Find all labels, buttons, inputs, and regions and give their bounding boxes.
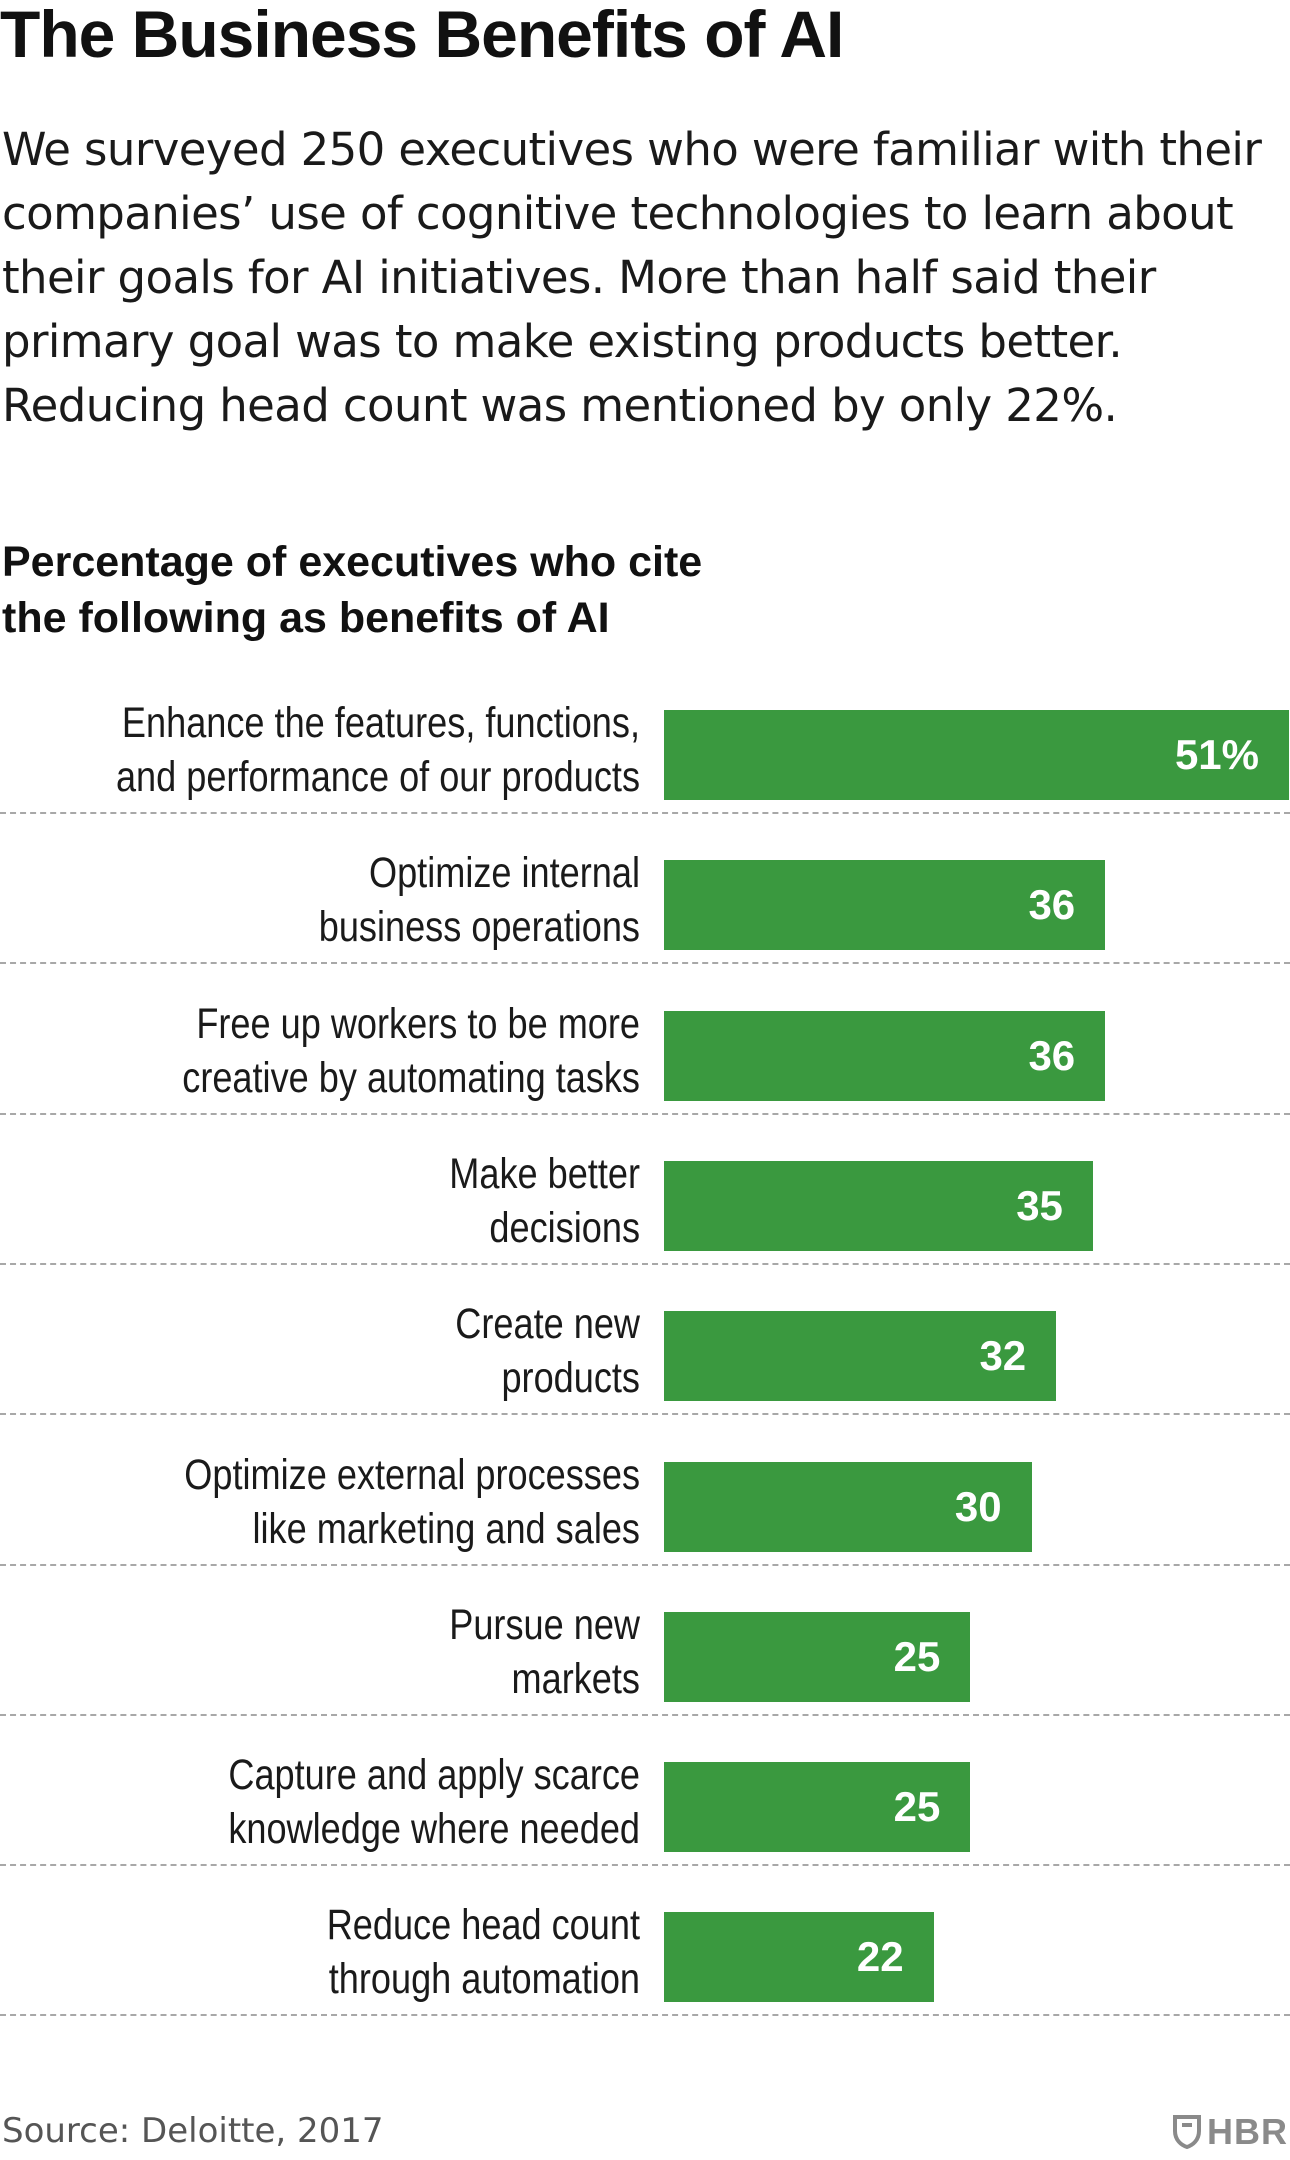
row-divider xyxy=(0,2014,1290,2017)
bar-row: Reduce head count through automation 22 xyxy=(0,1892,1290,2042)
bar-value-label: 36 xyxy=(1028,881,1076,929)
bar xyxy=(664,1762,971,1853)
bar-row: Free up workers to be more creative by a… xyxy=(0,991,1290,1141)
row-divider xyxy=(0,1112,1290,1115)
bar-row: Optimize external processes like marketi… xyxy=(0,1442,1290,1592)
bar-value-label: 30 xyxy=(954,1482,1002,1530)
hbr-logo: HBR xyxy=(1173,2111,1288,2152)
bar-value-label: 36 xyxy=(1028,1031,1076,1079)
bar-value-label: 25 xyxy=(893,1783,941,1831)
bar-label: Create new products xyxy=(455,1300,640,1403)
row-divider xyxy=(0,1563,1290,1566)
bar xyxy=(664,1160,1093,1251)
row-divider xyxy=(0,1413,1290,1416)
bar-label: Reduce head count through automation xyxy=(326,1901,640,2004)
bar-value-label: 32 xyxy=(979,1332,1027,1380)
bar-label: Free up workers to be more creative by a… xyxy=(182,999,640,1102)
bar-row: Optimize internal business operations 36 xyxy=(0,840,1290,990)
bar-label: Capture and apply scarce knowledge where… xyxy=(228,1751,640,1854)
bar-row: Pursue new markets 25 xyxy=(0,1592,1290,1742)
bar-label: Enhance the features, functions, and per… xyxy=(115,699,640,801)
bar xyxy=(664,860,1106,951)
bar-label: Optimize external processes like marketi… xyxy=(184,1450,640,1553)
bar xyxy=(664,710,1289,800)
bar-label: Pursue new markets xyxy=(449,1600,640,1703)
bar-label: Optimize internal business operations xyxy=(318,849,640,952)
bar xyxy=(664,1461,1032,1552)
bar xyxy=(664,1311,1057,1402)
row-divider xyxy=(0,962,1290,965)
row-divider xyxy=(0,812,1290,814)
bar-row: Capture and apply scarce knowledge where… xyxy=(0,1742,1290,1892)
bar-value-label: 35 xyxy=(1016,1181,1063,1229)
bar-value-label: 25 xyxy=(893,1632,941,1680)
bar-value-label: 22 xyxy=(856,1933,904,1981)
chart-title: Percentage of executives who cite the fol… xyxy=(2,538,703,642)
row-divider xyxy=(0,1713,1290,1716)
chart-description: We surveyed 250 executives who were fami… xyxy=(2,123,1262,432)
page-title: The Business Benefits of AI xyxy=(0,0,844,71)
bar xyxy=(664,1010,1106,1101)
row-divider xyxy=(0,1262,1290,1265)
bar-label: Make better decisions xyxy=(449,1149,640,1252)
row-divider xyxy=(0,1864,1290,1867)
source-note: Source: Deloitte, 2017 xyxy=(2,2111,384,2151)
bar-value-label: 51% xyxy=(1174,731,1259,778)
bar-row: Create new products 32 xyxy=(0,1291,1290,1441)
bar-row: Enhance the features, functions, and per… xyxy=(0,690,1290,840)
hbr-shield-icon xyxy=(1173,2115,1201,2149)
hbr-logo-text: HBR xyxy=(1207,2111,1288,2152)
bar xyxy=(664,1611,971,1702)
bar-row: Make better decisions 35 xyxy=(0,1141,1290,1291)
bar xyxy=(664,1912,934,2003)
